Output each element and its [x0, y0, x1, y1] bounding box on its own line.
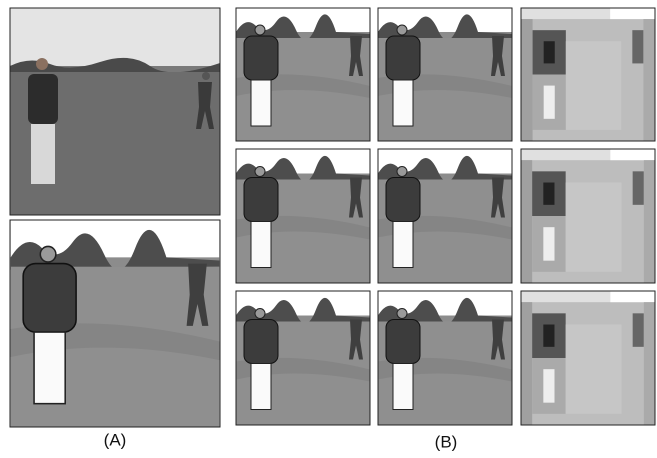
panel-label: (B): [435, 432, 458, 451]
photo-segmented: [10, 220, 220, 427]
row-2: [236, 149, 655, 283]
panel-a: (A): [10, 8, 220, 449]
photo-original: [10, 8, 220, 215]
row-1: [236, 8, 655, 141]
row-3: [236, 291, 655, 425]
figure: (A) (B): [0, 0, 657, 458]
panel-label: (A): [104, 430, 127, 449]
panel-b: (B): [236, 8, 655, 451]
